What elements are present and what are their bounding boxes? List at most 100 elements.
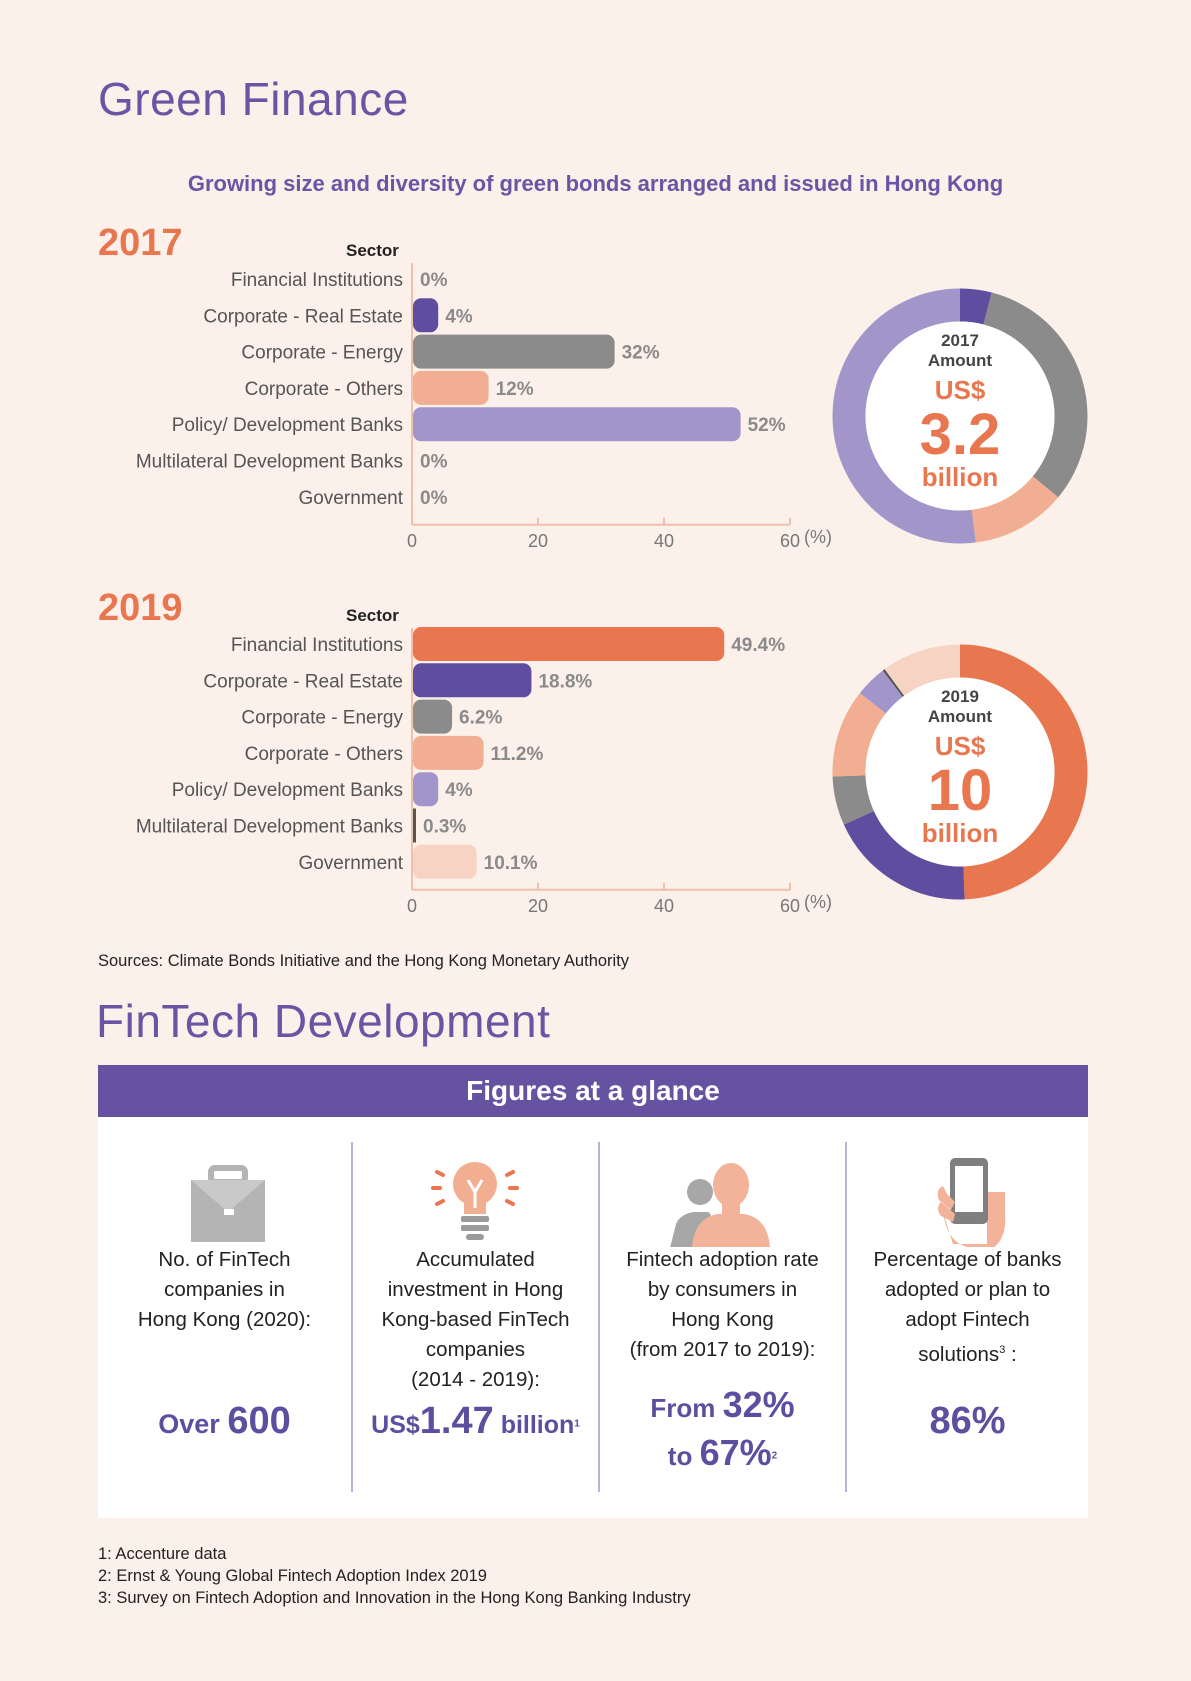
bar bbox=[413, 699, 453, 734]
sources-note: Sources: Climate Bonds Initiative and th… bbox=[98, 952, 630, 970]
x-tick-label: 0 bbox=[407, 896, 417, 916]
card-value: From 32% to 67%2 bbox=[600, 1385, 845, 1481]
card-adoption-rate: Fintech adoption rate by consumers in Ho… bbox=[600, 1117, 845, 1518]
desc-line: companies in bbox=[164, 1278, 285, 1301]
divider bbox=[845, 1142, 847, 1492]
desc-line: Hong Kong (2020): bbox=[137, 1308, 312, 1331]
desc-line: Hong Kong bbox=[671, 1308, 774, 1331]
desc-line: companies bbox=[425, 1338, 526, 1361]
donut-currency-2019: US$ bbox=[934, 731, 986, 761]
category-label: Government bbox=[298, 488, 403, 509]
donut-amount-label-2019: Amount bbox=[927, 707, 993, 726]
value-label: 12% bbox=[496, 379, 534, 400]
x-tick-label: 20 bbox=[528, 531, 548, 551]
value-prefix: From bbox=[650, 1393, 723, 1423]
value-label: 0% bbox=[420, 488, 448, 509]
x-axis-unit: (%) bbox=[804, 892, 832, 912]
bar bbox=[413, 407, 741, 442]
donut-slice bbox=[832, 644, 1088, 900]
figures-panel: No. of FinTech companies in Hong Kong (2… bbox=[98, 1117, 1088, 1518]
value-label: 4% bbox=[445, 780, 473, 801]
desc-line: (2014 - 2019): bbox=[411, 1368, 540, 1391]
sector-header-2017: Sector bbox=[346, 241, 399, 260]
desc-line: Accumulated bbox=[416, 1248, 535, 1271]
donut-center-2017: 2017 Amount US$ 3.2 billion bbox=[820, 331, 1100, 493]
value-prefix: Over bbox=[158, 1409, 228, 1439]
desc-line: (from 2017 to 2019): bbox=[629, 1338, 816, 1361]
card-desc: Fintech adoption rate by consumers in Ho… bbox=[600, 1245, 845, 1365]
footnote-marker: 2 bbox=[771, 1450, 778, 1462]
donut-chart-2017 bbox=[831, 287, 1089, 545]
desc-line: by consumers in bbox=[647, 1278, 798, 1301]
bar bbox=[413, 298, 439, 333]
value-suffix: billion bbox=[493, 1411, 575, 1439]
card-value: Over 600 bbox=[98, 1400, 351, 1443]
value-main: 86% bbox=[929, 1400, 1006, 1442]
donut-year-2017: 2017 bbox=[941, 331, 979, 350]
donut-value-2017: 3.2 bbox=[919, 402, 1001, 467]
briefcase-icon bbox=[98, 1152, 351, 1247]
desc-line: Kong-based FinTech bbox=[381, 1308, 570, 1331]
green-finance-title: Green Finance bbox=[98, 73, 409, 125]
donut-unit-2017: billion bbox=[921, 462, 999, 492]
card-value: 86% bbox=[847, 1400, 1088, 1443]
value-label: 0% bbox=[420, 452, 448, 473]
x-tick-label: 60 bbox=[780, 896, 800, 916]
donut-slice bbox=[832, 644, 1088, 900]
donut-amount-label-2017: Amount bbox=[927, 351, 993, 370]
bar bbox=[413, 370, 489, 405]
category-label: Corporate - Real Estate bbox=[203, 306, 403, 327]
donut-hole bbox=[865, 677, 1055, 867]
category-label: Corporate - Others bbox=[245, 379, 403, 400]
category-label: Corporate - Others bbox=[245, 744, 403, 765]
card-desc: Accumulated investment in Hong Kong-base… bbox=[353, 1245, 598, 1395]
bar bbox=[413, 808, 416, 843]
bar-chart-2017: Financial Institutions 0% Corporate - Real… bbox=[136, 263, 832, 551]
category-label: Financial Institutions bbox=[231, 270, 403, 291]
card-value: US$1.47 billion1 bbox=[353, 1400, 598, 1443]
desc-line: adopted or plan to bbox=[884, 1278, 1051, 1301]
bar bbox=[413, 735, 484, 770]
desc-line: adopt Fintech bbox=[905, 1308, 1030, 1331]
card-investment: Accumulated investment in Hong Kong-base… bbox=[353, 1117, 598, 1518]
divider bbox=[598, 1142, 600, 1492]
footnote: 1: Accenture data bbox=[98, 1545, 227, 1563]
card-fintech-companies: No. of FinTech companies in Hong Kong (2… bbox=[98, 1117, 351, 1518]
value-label: 52% bbox=[748, 415, 786, 436]
value-label: 0.3% bbox=[423, 817, 466, 838]
value-main: 67% bbox=[699, 1432, 772, 1473]
sector-header-2019: Sector bbox=[346, 606, 399, 625]
footnote-marker: 1 bbox=[574, 1418, 580, 1430]
category-label: Corporate - Real Estate bbox=[203, 671, 403, 692]
bar bbox=[413, 627, 725, 661]
category-label: Multilateral Development Banks bbox=[136, 817, 403, 838]
category-label: Financial Institutions bbox=[231, 635, 403, 656]
value-label: 0% bbox=[420, 270, 448, 291]
donut-slice bbox=[832, 288, 1088, 544]
donut-value-2019: 10 bbox=[927, 758, 993, 823]
value-prefix: to bbox=[667, 1441, 700, 1471]
donut-slice bbox=[832, 644, 1088, 900]
value-main: 1.47 bbox=[419, 1400, 494, 1442]
divider bbox=[351, 1142, 353, 1492]
card-desc: No. of FinTech companies in Hong Kong (2… bbox=[98, 1245, 351, 1335]
people-icon bbox=[600, 1152, 845, 1248]
footnote: 2: Ernst & Young Global Fintech Adoption… bbox=[98, 1567, 487, 1585]
footnotes: 1: Accenture data 2: Ernst & Young Globa… bbox=[98, 1543, 691, 1609]
x-tick-label: 60 bbox=[780, 531, 800, 551]
category-label: Policy/ Development Banks bbox=[172, 780, 403, 801]
desc-line: Percentage of banks bbox=[873, 1248, 1062, 1271]
donut-chart-2019 bbox=[831, 643, 1089, 901]
desc-line: Fintech adoption rate bbox=[626, 1248, 819, 1271]
card-bank-adoption: Percentage of banks adopted or plan to a… bbox=[847, 1117, 1088, 1518]
year-label-2017: 2017 bbox=[98, 222, 183, 264]
category-label: Policy/ Development Banks bbox=[172, 415, 403, 436]
bar bbox=[413, 663, 532, 698]
x-tick-label: 0 bbox=[407, 531, 417, 551]
value-label: 11.2% bbox=[491, 744, 544, 765]
category-label: Multilateral Development Banks bbox=[136, 452, 403, 473]
fintech-title: FinTech Development bbox=[96, 995, 551, 1047]
x-tick-label: 20 bbox=[528, 896, 548, 916]
x-tick-label: 40 bbox=[654, 531, 674, 551]
year-label-2019: 2019 bbox=[98, 587, 183, 629]
